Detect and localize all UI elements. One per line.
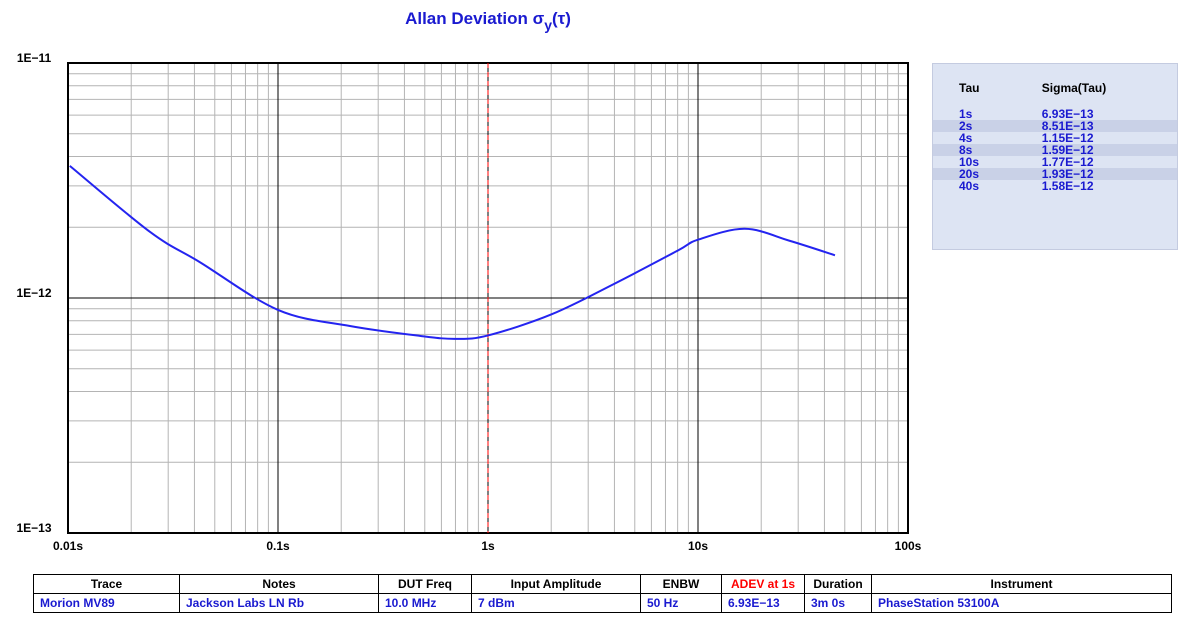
x-tick-label: 100s (895, 539, 922, 553)
table-cell: 20s (933, 168, 1016, 180)
y-tick-label: 1E−11 (17, 51, 52, 65)
table-cell: 2s (933, 120, 1016, 132)
data-cell: Jackson Labs LN Rb (179, 593, 379, 613)
title-sub: y (544, 17, 552, 33)
table-cell: 1.59E−12 (1015, 144, 1177, 156)
table-cell: 1.93E−12 (1015, 168, 1177, 180)
table-cell: 6.93E−13 (1041, 107, 1094, 121)
table-cell: 1s (959, 107, 973, 121)
data-row: Morion MV89 Jackson Labs LN Rb 10.0 MHz 7 d… (33, 593, 1172, 613)
data-cell: 10.0 MHz (378, 593, 472, 613)
info-table: Trace Notes DUT Freq Input Amplitude ENBW ADE… (33, 574, 1172, 613)
header-cell: ADEV at 1s (721, 574, 805, 594)
table-row: 20s 1.93E−12 (933, 168, 1177, 180)
header-cell: ENBW (640, 574, 722, 594)
header-row: Trace Notes DUT Freq Input Amplitude ENBW ADE… (33, 574, 1172, 594)
header-cell: Instrument (871, 574, 1172, 594)
table-cell: 10s (959, 155, 980, 169)
table-cell: 40s (959, 179, 980, 193)
data-cell: 3m 0s (804, 593, 872, 613)
header-cell: Trace (33, 574, 180, 594)
table-row: 8s 1.59E−12 (933, 144, 1177, 156)
sigma-table: Tau Sigma(Tau) 1s 6.93E−13 2s 8.51E−13 4s 1.15E… (932, 63, 1178, 250)
header-cell: Duration (804, 574, 872, 594)
table-cell: 1.77E−12 (1041, 155, 1094, 169)
data-cell: 7 dBm (471, 593, 641, 613)
series-line (69, 165, 836, 340)
title-main: Allan Deviation σ (405, 9, 545, 28)
header-cell: Tau (959, 81, 980, 95)
table-cell: 1.58E−12 (1041, 179, 1094, 193)
y-tick-label: 1E−12 (16, 286, 51, 300)
table-row: 2s 8.51E−13 (933, 120, 1177, 132)
data-cell: Morion MV89 (33, 593, 180, 613)
header-cell: Sigma(Tau) (1041, 81, 1107, 95)
data-cell: PhaseStation 53100A (871, 593, 1172, 613)
x-tick-label: 0.01s (53, 539, 83, 553)
table-row: 40s 1.58E−12 (933, 180, 1177, 192)
x-tick-label: 10s (688, 539, 708, 553)
title-end: (τ) (552, 9, 571, 28)
chart-title: Allan Deviation σy(τ) (405, 9, 571, 32)
x-tick-label: 0.1s (266, 539, 290, 553)
header-row: Tau Sigma(Tau) (933, 64, 1177, 108)
table-cell: 4s (959, 131, 973, 145)
table-cell: 8s (933, 144, 1016, 156)
table-cell: 1.15E−12 (1041, 131, 1094, 145)
header-cell: Input Amplitude (471, 574, 641, 594)
table-row: 10s 1.77E−12 (933, 156, 1177, 168)
header-cell: Notes (179, 574, 379, 594)
table-cell: 8.51E−13 (1015, 120, 1177, 132)
header-cell: DUT Freq (378, 574, 472, 594)
sigma-grid: Tau Sigma(Tau) 1s 6.93E−13 2s 8.51E−13 4s 1.15E… (933, 64, 1177, 192)
x-tick-label: 1s (481, 539, 495, 553)
chart: Allan Deviation σy(τ) 0.01s 0.1s 1s 10s 100s… (16, 9, 922, 553)
table-row: 1s 6.93E−13 (933, 108, 1177, 120)
data-cell: 6.93E−13 (721, 593, 805, 613)
y-tick-label: 1E−13 (16, 521, 51, 535)
table-row: 4s 1.15E−12 (933, 132, 1177, 144)
data-cell: 50 Hz (640, 593, 722, 613)
